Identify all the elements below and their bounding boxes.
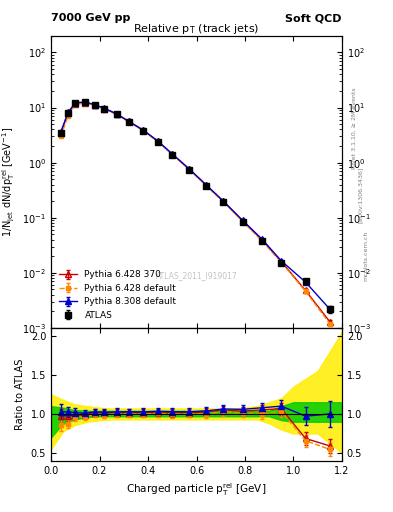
Text: mcplots.cern.ch: mcplots.cern.ch bbox=[364, 231, 369, 281]
X-axis label: Charged particle p$_{\rm T}^{\rm rel}$ [GeV]: Charged particle p$_{\rm T}^{\rm rel}$ [… bbox=[127, 481, 266, 498]
Text: Soft QCD: Soft QCD bbox=[285, 13, 342, 23]
Text: ATLAS_2011_I919017: ATLAS_2011_I919017 bbox=[156, 271, 237, 280]
Y-axis label: Ratio to ATLAS: Ratio to ATLAS bbox=[15, 359, 25, 430]
Y-axis label: 1/N$_{\rm jet}$ dN/dp$_{\rm T}^{\rm rel}$ [GeV$^{-1}$]: 1/N$_{\rm jet}$ dN/dp$_{\rm T}^{\rm rel}… bbox=[0, 127, 17, 237]
Text: 7000 GeV pp: 7000 GeV pp bbox=[51, 13, 130, 23]
Text: [arXiv:1306.3436]: [arXiv:1306.3436] bbox=[358, 166, 363, 223]
Legend: Pythia 6.428 370, Pythia 6.428 default, Pythia 8.308 default, ATLAS: Pythia 6.428 370, Pythia 6.428 default, … bbox=[55, 267, 180, 324]
Title: Relative p$_{\rm T}$ (track jets): Relative p$_{\rm T}$ (track jets) bbox=[133, 22, 260, 36]
Text: Rivet 3.1.10, ≥ 2M events: Rivet 3.1.10, ≥ 2M events bbox=[352, 87, 357, 169]
